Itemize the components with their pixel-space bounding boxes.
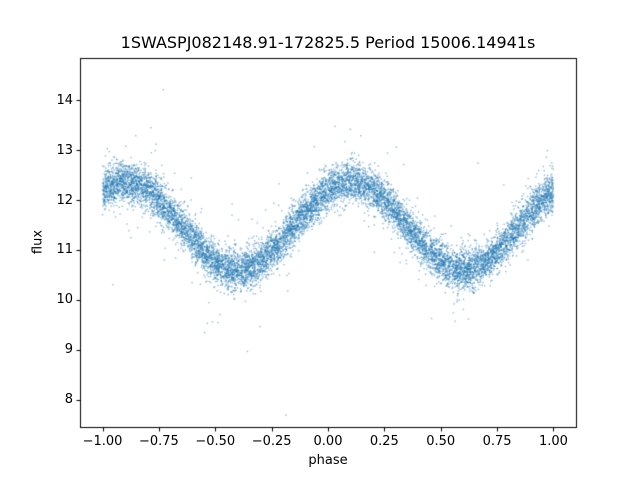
y-tick-label: 10 [56,292,73,308]
x-axis-label: phase [308,453,348,468]
y-tick-label: 11 [56,242,73,258]
y-tick-label: 9 [64,342,73,358]
y-tick-label: 13 [56,142,73,158]
x-tick-label: 0.50 [426,434,456,449]
x-tick-label: 0.00 [313,434,343,449]
x-tick-label: −1.00 [82,434,123,449]
x-tick-label: 0.75 [482,434,512,449]
x-tick-label: −0.75 [138,434,179,449]
x-tick-label: −0.25 [251,434,292,449]
x-tick-label: 0.25 [369,434,399,449]
chart-title: 1SWASPJ082148.91-172825.5 Period 15006.1… [120,33,536,52]
x-tick-label: 1.00 [538,434,568,449]
y-tick-label: 14 [56,92,73,108]
x-tick-label: −0.50 [195,434,236,449]
y-tick-label: 12 [56,192,73,208]
y-tick-label: 8 [64,392,73,408]
